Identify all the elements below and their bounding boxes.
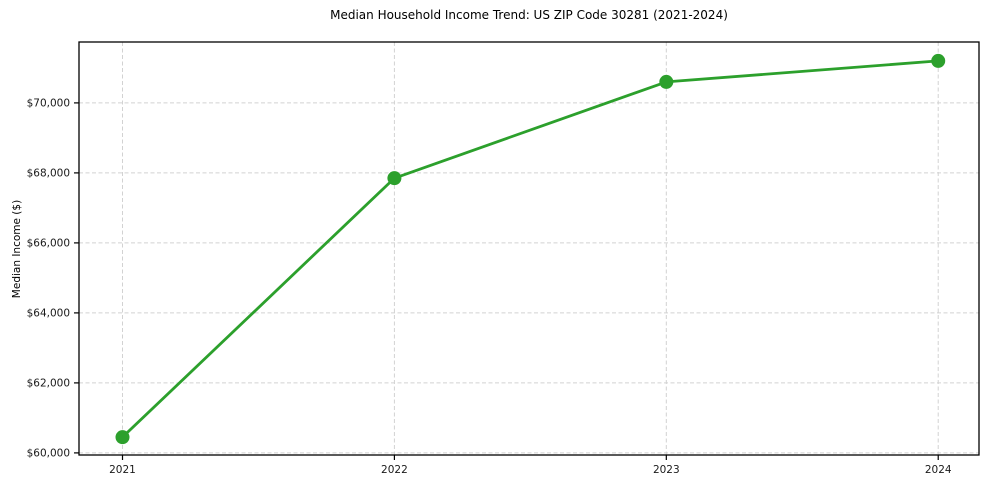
y-tick-label: $70,000 — [27, 98, 70, 110]
x-tick-label: 2022 — [381, 464, 408, 476]
data-point-2021 — [115, 430, 130, 445]
y-tick-label: $66,000 — [27, 238, 70, 250]
trend-line — [121, 59, 940, 439]
plot-border — [78, 41, 980, 456]
x-tick-label: 2023 — [653, 464, 680, 476]
data-point-2023 — [659, 74, 674, 89]
data-point-2024 — [931, 53, 946, 68]
y-tick-label: $68,000 — [27, 168, 70, 180]
x-tick-label: 2021 — [109, 464, 136, 476]
y-tick-label: $62,000 — [27, 378, 70, 390]
y-tick-label: $64,000 — [27, 308, 70, 320]
chart-title: Median Household Income Trend: US ZIP Co… — [330, 8, 728, 22]
x-tick-label: 2024 — [925, 464, 952, 476]
y-tick-label: $60,000 — [27, 448, 70, 460]
data-point-2022 — [387, 171, 402, 186]
